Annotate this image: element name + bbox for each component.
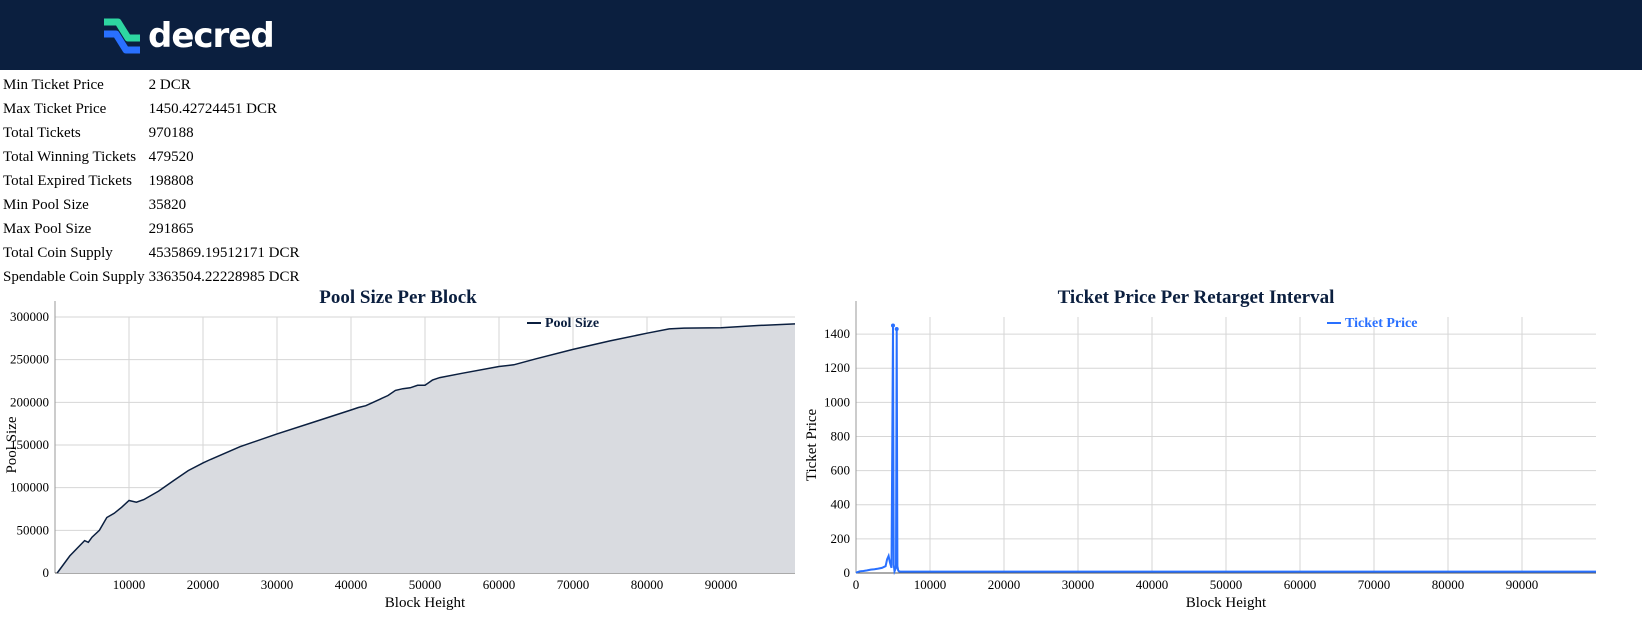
stat-label: Max Ticket Price (3, 100, 107, 117)
stat-row: Min Pool Size 35820 (3, 193, 300, 217)
stat-value: 4535869.19512171 DCR (148, 244, 300, 261)
y-tick-label: 200000 (10, 394, 49, 409)
stat-label: Total Expired Tickets (3, 172, 132, 189)
y-tick-label: 250000 (10, 352, 49, 367)
y-tick-label: 1200 (824, 360, 850, 375)
y-tick-label: 200 (831, 531, 851, 546)
decred-logo-icon (104, 18, 140, 54)
y-tick-label: 50000 (17, 522, 50, 537)
chart-title: Pool Size Per Block (319, 287, 477, 308)
stat-value: 3363504.22228985 DCR (148, 268, 300, 285)
stat-row: Min Ticket Price 2 DCR (3, 73, 300, 97)
stat-value: 198808 (148, 172, 194, 189)
y-tick-label: 0 (844, 565, 851, 580)
x-tick-label: 90000 (705, 577, 738, 592)
x-tick-label: 90000 (1506, 577, 1539, 592)
x-tick-label: 80000 (1432, 577, 1465, 592)
stat-value: 35820 (148, 196, 187, 213)
pool-size-area (57, 323, 795, 573)
ticket-price-chart: Ticket Price Per Retarget Interval 0 10000… (800, 283, 1620, 643)
pool-size-line (56, 323, 796, 574)
y-tick-label: 400 (831, 497, 851, 512)
stat-label: Min Pool Size (3, 196, 89, 213)
y-tick-label: 600 (831, 463, 851, 478)
stat-row: Spendable Coin Supply 3363504.22228985 DC… (3, 265, 300, 289)
ticket-price-peak-point (891, 323, 895, 328)
stat-label: Total Winning Tickets (3, 148, 137, 165)
y-tick-label: 100000 (10, 480, 49, 495)
y-tick-label: 1000 (824, 394, 850, 409)
legend-label: Pool Size (545, 316, 599, 331)
stat-value: 970188 (148, 124, 194, 141)
x-tick-label: 60000 (1284, 577, 1317, 592)
x-tick-label: 10000 (113, 577, 146, 592)
x-tick-label: 60000 (483, 577, 516, 592)
stat-label: Max Pool Size (3, 220, 92, 237)
stats-table: Min Ticket Price 2 DCR Max Ticket Price 14… (3, 73, 300, 289)
x-tick-label: 40000 (335, 577, 368, 592)
stat-label: Total Coin Supply (3, 244, 113, 261)
y-tick-label: 300000 (10, 309, 49, 324)
ticket-price-peak-point (894, 326, 899, 331)
y-axis-label: Pool Size (4, 416, 20, 473)
stat-value: 1450.42724451 DCR (148, 100, 278, 117)
x-tick-label: 80000 (631, 577, 664, 592)
x-tick-label: 30000 (261, 577, 294, 592)
stat-value: 2 DCR (148, 76, 191, 93)
x-tick-label: 20000 (988, 577, 1021, 592)
stat-value: 291865 (148, 220, 194, 237)
x-axis-label: Block Height (1186, 595, 1267, 611)
chart-title: Ticket Price Per Retarget Interval (1058, 287, 1335, 308)
x-tick-label: 70000 (1358, 577, 1391, 592)
stat-label: Min Ticket Price (3, 76, 104, 93)
x-tick-label: 0 (853, 577, 860, 592)
stat-row: Max Pool Size 291865 (3, 217, 300, 241)
logo-text: decred (148, 16, 275, 56)
pool-size-chart-svg: Pool Size Per Block 10000 20000 30000 40000 5… (4, 287, 796, 611)
stat-label: Spendable Coin Supply (3, 268, 145, 285)
decred-logo[interactable]: decred (100, 16, 275, 56)
x-tick-label: 10000 (914, 577, 947, 592)
stat-value: 479520 (148, 148, 194, 165)
stat-row: Max Ticket Price 1450.42724451 DCR (3, 97, 300, 121)
x-tick-label: 40000 (1136, 577, 1169, 592)
site-header: decred (0, 0, 1642, 70)
x-axis-label: Block Height (385, 595, 466, 611)
pool-size-chart: Pool Size Per Block 10000 20000 30000 40000 5… (0, 283, 820, 643)
stat-row: Total Tickets 970188 (3, 121, 300, 145)
x-tick-label: 30000 (1062, 577, 1095, 592)
y-tick-label: 800 (831, 428, 851, 443)
stat-label: Total Tickets (3, 124, 81, 141)
y-tick-label: 150000 (10, 437, 49, 452)
x-tick-label: 70000 (557, 577, 590, 592)
y-tick-label: 0 (43, 565, 50, 580)
stat-row: Total Winning Tickets 479520 (3, 145, 300, 169)
y-tick-label: 1400 (824, 326, 850, 341)
legend-label: Ticket Price (1345, 316, 1417, 331)
stat-row: Total Coin Supply 4535869.19512171 DCR (3, 241, 300, 265)
x-tick-label: 20000 (187, 577, 220, 592)
x-tick-label: 50000 (409, 577, 442, 592)
y-axis-label: Ticket Price (804, 408, 820, 481)
stat-row: Total Expired Tickets 198808 (3, 169, 300, 193)
ticket-price-line (855, 325, 1596, 576)
x-tick-label: 50000 (1210, 577, 1243, 592)
